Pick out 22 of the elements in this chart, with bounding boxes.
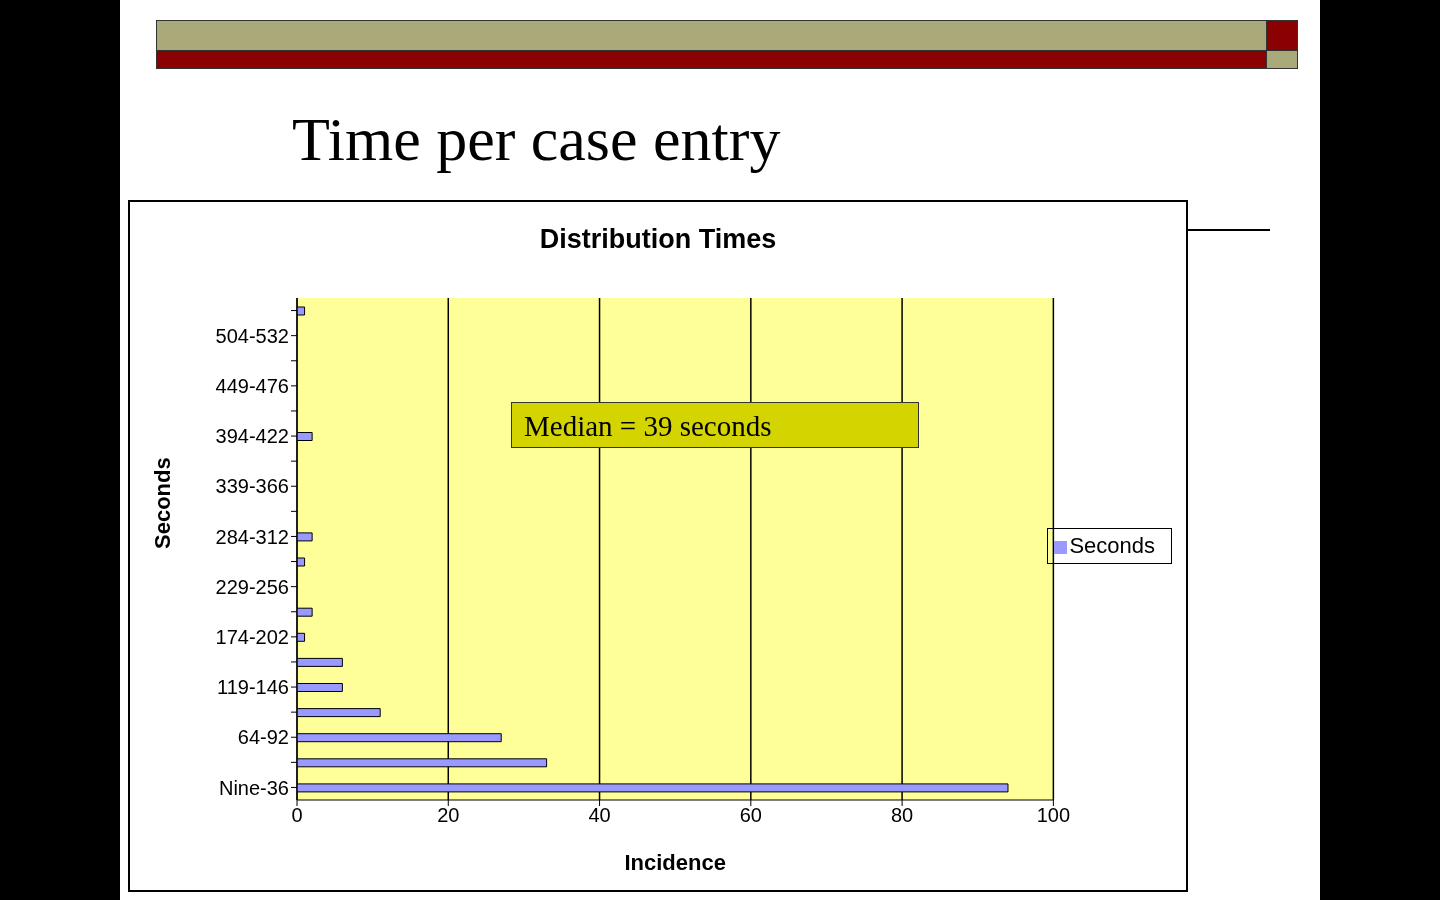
chart-title: Time per case entry bbox=[292, 104, 781, 175]
x-tick-label: 20 bbox=[437, 804, 460, 827]
y-tick-label: Nine-36 bbox=[218, 776, 289, 799]
x-axis-title: Incidence bbox=[624, 850, 726, 875]
legend-label: Seconds bbox=[1069, 533, 1155, 558]
y-tick-label: 394-422 bbox=[215, 425, 289, 448]
y-tick-label: 284-312 bbox=[215, 525, 289, 548]
y-tick-label: 504-532 bbox=[215, 324, 289, 347]
x-tick-label: 40 bbox=[588, 804, 611, 827]
y-tick-label: 174-202 bbox=[215, 625, 289, 648]
x-tick-label: 80 bbox=[890, 804, 914, 827]
y-tick-label: 229-256 bbox=[215, 575, 289, 598]
y-tick-label: 119-146 bbox=[217, 676, 289, 699]
y-tick-label: 64-92 bbox=[237, 726, 289, 749]
y-tick-label: 449-476 bbox=[215, 374, 289, 397]
chart-subtitle: Distribution Times bbox=[539, 224, 777, 254]
x-tick-label: 60 bbox=[739, 804, 762, 827]
x-tick-label: 0 bbox=[291, 804, 303, 827]
callout-box: Median = 39 seconds bbox=[511, 402, 919, 448]
x-tick-label: 100 bbox=[1036, 804, 1071, 827]
y-axis-title: Seconds bbox=[149, 457, 175, 549]
y-tick-label: 339-366 bbox=[215, 475, 289, 498]
